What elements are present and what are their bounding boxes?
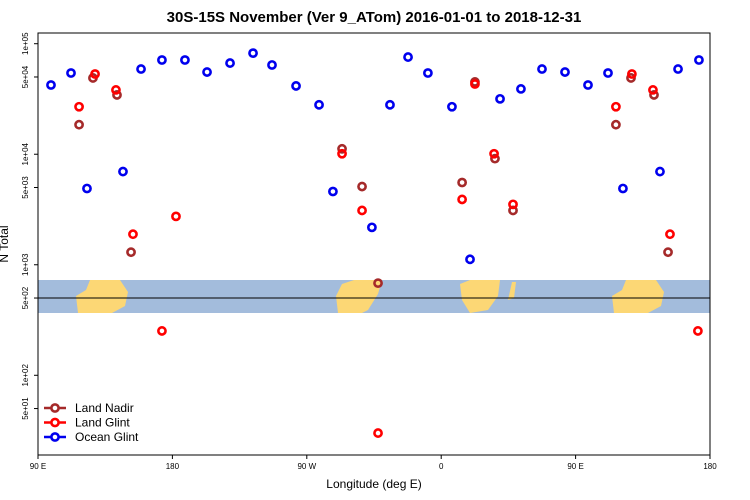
x-tick-label: 90 E	[30, 462, 46, 471]
x-tick-label: 90 E	[567, 462, 583, 471]
point	[74, 101, 84, 112]
point	[537, 64, 547, 74]
point	[385, 99, 395, 110]
point	[673, 64, 683, 74]
y-axis-label: N Total	[0, 225, 11, 262]
point	[136, 64, 146, 74]
y-tick-label: 1e+05	[21, 32, 30, 55]
point	[447, 101, 457, 112]
point	[248, 48, 258, 59]
point	[560, 67, 570, 77]
point	[202, 67, 212, 77]
point	[128, 229, 138, 240]
point	[457, 177, 468, 188]
legend-marker	[50, 417, 60, 428]
point	[373, 428, 383, 438]
point	[470, 79, 480, 89]
point	[508, 199, 518, 210]
point	[648, 85, 658, 95]
point	[267, 60, 277, 70]
x-tick-label: 0	[439, 462, 444, 471]
point	[665, 229, 675, 240]
y-tick-label: 5e+02	[21, 286, 30, 309]
point	[66, 68, 76, 78]
y-tick-label: 5e+04	[21, 65, 30, 88]
point	[291, 81, 301, 91]
point	[516, 84, 526, 94]
x-tick-label: 180	[166, 462, 180, 471]
point	[693, 326, 703, 336]
legend-label: Land Glint	[75, 416, 130, 430]
point	[157, 55, 167, 65]
point	[373, 278, 383, 289]
point	[583, 80, 593, 90]
legend-marker	[50, 403, 60, 413]
point	[180, 55, 190, 65]
point	[611, 101, 621, 112]
point	[489, 148, 499, 159]
point	[337, 143, 347, 154]
point	[46, 80, 56, 90]
point	[465, 254, 475, 265]
point	[495, 93, 505, 104]
x-tick-label: 180	[703, 462, 717, 471]
point	[112, 90, 122, 100]
plot-frame	[37, 32, 711, 456]
point	[649, 90, 659, 100]
point	[655, 166, 665, 177]
land	[612, 280, 664, 313]
point	[611, 119, 621, 130]
x-tick-label: 90 W	[297, 462, 316, 471]
point	[126, 247, 136, 258]
y-tick-label: 1e+04	[21, 142, 30, 165]
point	[314, 99, 324, 110]
legend-label: Ocean Glint	[75, 430, 139, 444]
point	[618, 183, 628, 194]
point	[90, 69, 100, 79]
point	[357, 181, 367, 192]
point	[171, 211, 181, 222]
x-axis-label: Longitude (deg E)	[326, 477, 421, 491]
y-tick-label: 5e+01	[21, 397, 30, 420]
land	[336, 280, 382, 313]
point	[74, 119, 84, 130]
y-tick-label: 1e+02	[21, 363, 30, 386]
point	[357, 205, 367, 216]
chart-title: 30S-15S November (Ver 9_ATom) 2016-01-01…	[167, 9, 582, 26]
point	[603, 68, 613, 78]
point	[403, 52, 413, 62]
point	[337, 148, 347, 159]
point	[626, 69, 637, 79]
y-tick-label: 1e+03	[21, 253, 30, 276]
point	[82, 183, 92, 194]
legend-marker	[50, 432, 60, 442]
point	[694, 55, 704, 65]
point	[423, 68, 433, 78]
legend-label: Land Nadir	[75, 401, 134, 415]
point	[663, 247, 673, 258]
point	[328, 186, 338, 197]
land	[76, 280, 128, 313]
land	[460, 280, 500, 313]
point	[367, 222, 377, 233]
land	[508, 282, 516, 300]
point	[225, 58, 235, 68]
point	[157, 326, 167, 336]
point	[118, 166, 128, 177]
y-tick-label: 5e+03	[21, 176, 30, 199]
point	[111, 85, 121, 95]
point	[490, 153, 500, 164]
point	[457, 194, 468, 205]
